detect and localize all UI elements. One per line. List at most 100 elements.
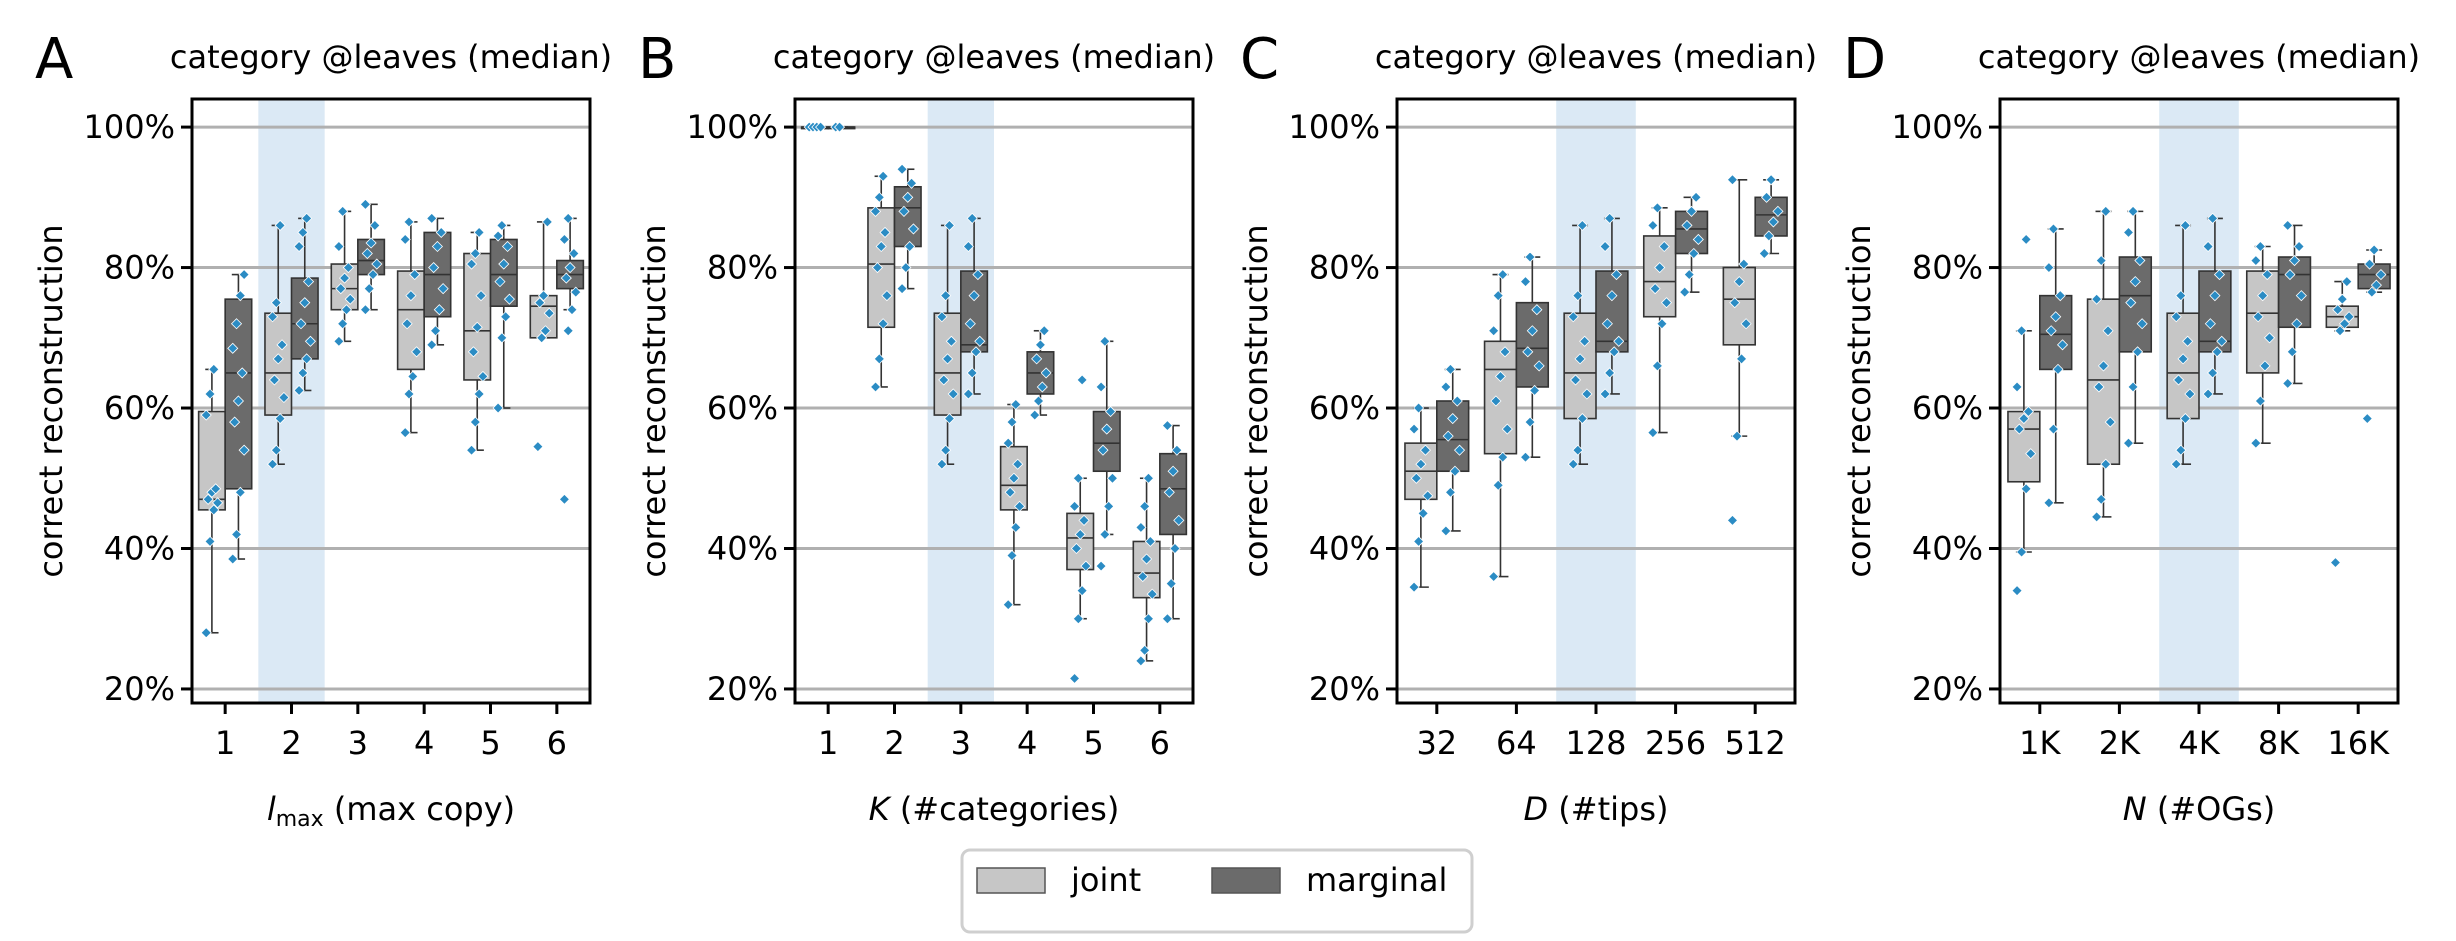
x-axis-label: K (#categories) xyxy=(869,790,1120,828)
data-point xyxy=(1658,240,1670,253)
data-point xyxy=(2043,261,2055,274)
data-point xyxy=(1165,578,1177,590)
box-joint xyxy=(1132,472,1161,667)
legend-swatch-marginal xyxy=(1211,867,1281,894)
data-point xyxy=(2361,412,2373,425)
data-point xyxy=(1494,370,1507,382)
box-marginal xyxy=(893,163,922,295)
data-point xyxy=(2097,360,2110,372)
data-point xyxy=(904,240,916,253)
y-tick-label: 40% xyxy=(1309,529,1380,567)
y-tick-label: 60% xyxy=(707,389,778,427)
box-iqr xyxy=(2245,270,2280,374)
data-point xyxy=(1169,542,1181,555)
y-tick-label: 20% xyxy=(1912,670,1983,708)
data-point xyxy=(1531,304,1543,316)
data-point xyxy=(2020,233,2032,246)
data-point xyxy=(2207,212,2219,224)
data-point xyxy=(1767,216,1779,228)
data-point xyxy=(227,553,239,565)
panel-title: category @leaves (median) xyxy=(1978,38,2420,76)
data-point xyxy=(940,444,952,456)
data-point xyxy=(2129,276,2141,288)
data-point xyxy=(2025,448,2037,460)
data-point xyxy=(409,269,421,281)
data-point xyxy=(1144,535,1156,548)
data-point xyxy=(371,258,383,270)
box-joint xyxy=(463,226,492,456)
data-point xyxy=(877,318,889,330)
data-point xyxy=(942,353,954,365)
data-point xyxy=(1137,571,1149,583)
data-point xyxy=(2282,377,2294,390)
data-point xyxy=(945,335,957,347)
box-joint xyxy=(1563,219,1597,470)
data-point xyxy=(1567,458,1579,470)
box-marginal xyxy=(1674,191,1709,298)
data-point xyxy=(2050,311,2062,323)
panel-letter: D xyxy=(1843,27,1886,92)
data-point xyxy=(1581,388,1593,400)
data-point xyxy=(2257,290,2269,302)
data-point xyxy=(293,240,305,253)
box-marginal xyxy=(489,219,518,414)
data-point xyxy=(208,504,220,516)
data-point xyxy=(1173,514,1185,526)
data-point xyxy=(2170,458,2182,470)
data-point xyxy=(297,367,309,379)
panel-letter: C xyxy=(1240,27,1279,92)
data-point xyxy=(2209,290,2221,302)
data-point xyxy=(1440,525,1452,537)
data-point xyxy=(1072,472,1084,484)
y-tick-label: 100% xyxy=(687,108,778,146)
data-point xyxy=(2132,346,2144,358)
data-point xyxy=(2102,325,2114,337)
panel-letter: B xyxy=(638,27,676,92)
data-point xyxy=(1139,500,1151,512)
data-point xyxy=(302,276,315,288)
data-point xyxy=(1647,219,1659,231)
data-point xyxy=(1415,458,1427,470)
y-tick-label: 60% xyxy=(104,389,175,427)
data-point xyxy=(541,216,553,228)
data-point xyxy=(566,304,578,316)
data-point xyxy=(2288,254,2301,267)
box-marginal xyxy=(357,198,386,316)
data-point xyxy=(426,212,438,224)
data-point xyxy=(2047,423,2060,435)
data-point xyxy=(1031,353,1043,365)
data-point xyxy=(1524,251,1536,263)
data-point xyxy=(494,276,506,288)
data-point xyxy=(538,290,550,302)
box-iqr xyxy=(2118,256,2153,353)
data-point xyxy=(936,458,948,470)
data-point xyxy=(465,258,478,270)
box-iqr xyxy=(960,270,989,353)
box-joint xyxy=(999,398,1028,611)
y-tick-label: 80% xyxy=(1309,249,1380,287)
box-joint xyxy=(529,216,558,453)
data-point xyxy=(1076,585,1088,597)
data-point xyxy=(1104,405,1117,418)
data-point xyxy=(339,272,351,284)
data-point xyxy=(1488,325,1500,337)
data-point xyxy=(1772,205,1784,217)
data-point xyxy=(1608,346,1620,358)
panel-letter: A xyxy=(35,27,73,92)
x-tick-label: 6 xyxy=(1150,724,1170,762)
data-point xyxy=(435,226,447,239)
data-point xyxy=(1444,486,1457,498)
box-marginal xyxy=(1595,212,1629,400)
data-point xyxy=(1449,465,1461,477)
y-axis-label: correct reconstruction xyxy=(1840,224,1878,577)
box-joint xyxy=(867,170,896,393)
data-point xyxy=(492,402,504,414)
data-point xyxy=(2216,335,2228,347)
data-point xyxy=(1731,430,1743,442)
data-point xyxy=(1524,416,1536,428)
x-tick-label: 1K xyxy=(2019,724,2061,762)
data-point xyxy=(2282,219,2294,231)
plot-frame xyxy=(793,97,1195,705)
data-point xyxy=(426,339,438,351)
